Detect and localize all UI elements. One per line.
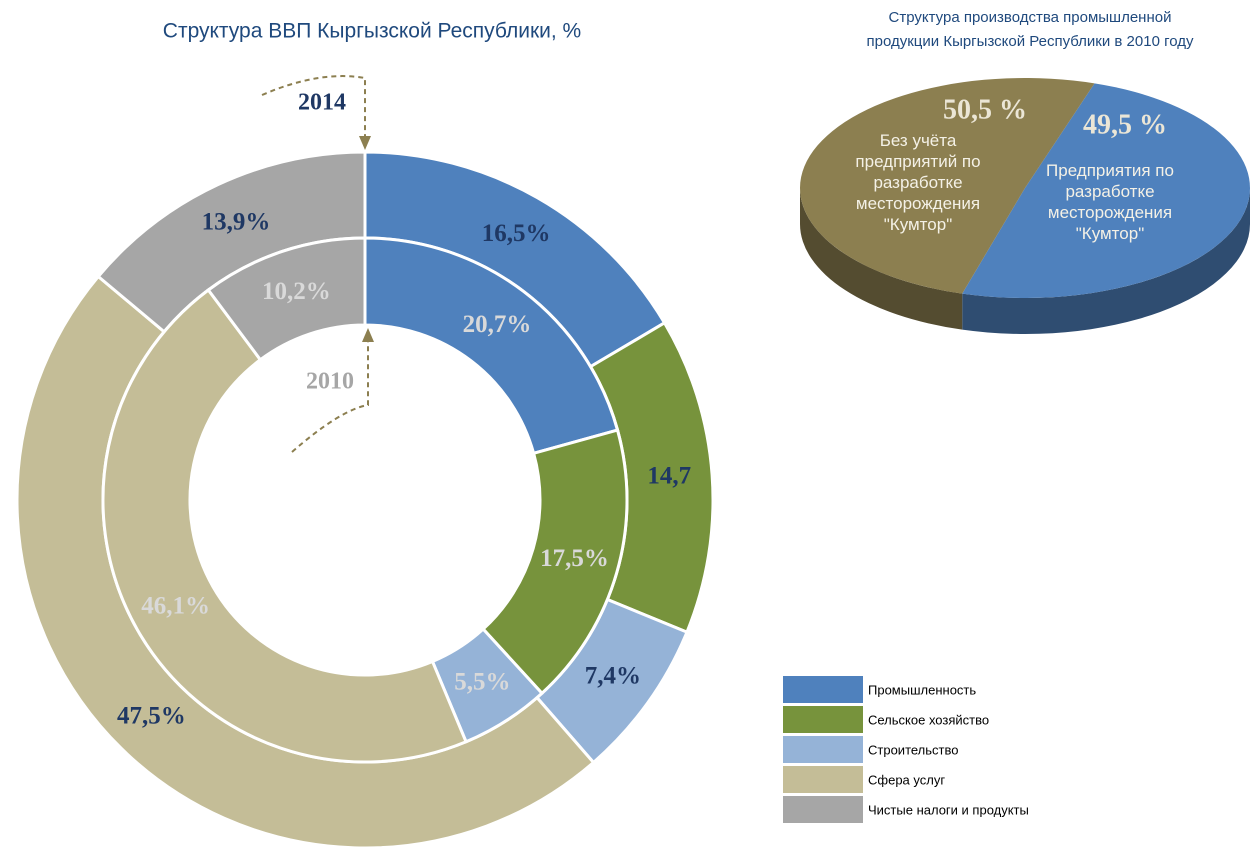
data-label: 50,5 % [943,94,1027,125]
arrow-head [359,136,371,150]
arrow-head [362,328,374,342]
data-label: 17,5% [540,545,609,572]
slice-label: Предприятия по разработке месторождения … [1046,161,1174,243]
legend-swatch [783,736,863,763]
data-label: 5,5% [454,668,510,695]
donut-segment [363,236,620,456]
legend-label: Сфера услуг [868,772,945,787]
donut-segment [206,236,367,362]
arrow [291,340,369,453]
chart-title: Структура ВВП Кыргызской Республики, % [163,20,581,43]
legend-label: Строительство [868,742,958,757]
data-label: 10,2% [262,278,331,305]
data-label: 47,5% [117,702,186,729]
donut-segment [101,287,468,764]
data-label: 20,7% [463,311,532,338]
chart-title: продукции Кыргызской Республики в 2010 г… [867,33,1194,50]
legend-label: Сельское хозяйство [868,712,989,727]
pie-slice [962,83,1250,298]
pie-slice [799,77,1095,294]
legend-label: Чистые налоги и продукты [868,802,1029,817]
legend-swatch [783,676,863,703]
data-label: 7,4% [585,662,641,689]
chart-title: Структура производства промышленной [889,9,1172,26]
slice-side [800,188,963,330]
legend-swatch [783,796,863,823]
legend-swatch [783,766,863,793]
data-label: 46,1% [141,593,210,620]
data-label: 49,5 % [1083,109,1167,140]
arrow [261,75,366,140]
legend-swatch [783,706,863,733]
data-label: 13,9% [202,208,271,235]
series-label: 2010 [306,369,354,395]
legend-label: Промышленность [868,682,976,697]
slice-side [962,188,1250,334]
data-label: 14,7 [647,463,691,490]
series-label: 2014 [298,90,346,116]
slice-label: Без учёта предприятий по разработке мест… [855,131,981,234]
data-label: 16,5% [482,220,551,247]
